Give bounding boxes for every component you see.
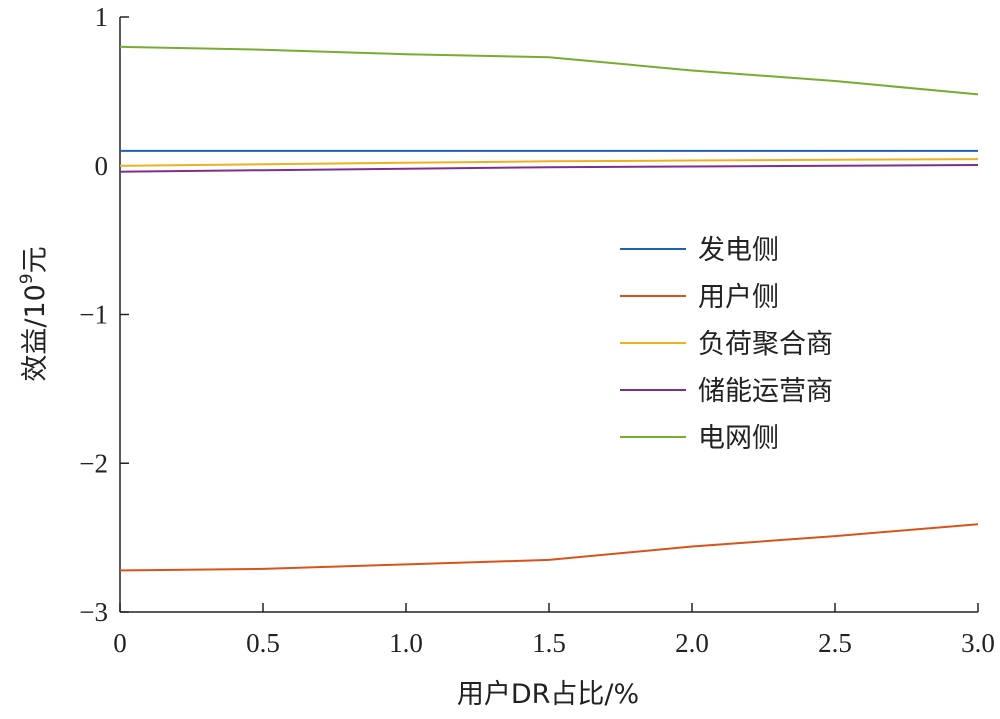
y-axis-ticks: 1 0 −1 −2 −3 [79, 2, 129, 627]
x-tick-label: 2.5 [818, 628, 852, 658]
x-tick-label: 0.5 [246, 628, 280, 658]
legend-item: 发电侧 [620, 235, 779, 266]
legend-label: 负荷聚合商 [698, 329, 833, 360]
y-axis-title-main: 效益/10 [20, 284, 51, 381]
y-axis-title-suffix: 元 [20, 246, 51, 273]
x-tick-label: 1.0 [389, 628, 423, 658]
series-line [119, 45, 979, 96]
x-axis-title: 用户DR占比/% [457, 679, 639, 710]
series-line [119, 158, 979, 167]
legend-item: 负荷聚合商 [620, 329, 833, 360]
x-tick-label: 1.5 [532, 628, 566, 658]
legend-item: 电网侧 [620, 423, 779, 454]
x-tick-label: 2.0 [675, 628, 709, 658]
x-tick-label: 3.0 [961, 628, 995, 658]
legend-label: 电网侧 [698, 423, 779, 454]
series-line [119, 523, 979, 572]
axes [119, 17, 978, 613]
legend-label: 用户侧 [698, 282, 779, 313]
legend-label: 发电侧 [698, 235, 779, 266]
legend-item: 用户侧 [620, 282, 779, 313]
legend-label: 储能运营商 [698, 376, 833, 407]
y-tick-label: −3 [79, 597, 108, 627]
series-lines [119, 45, 979, 572]
y-tick-label: 0 [95, 151, 109, 181]
x-axis-ticks: 0 0.5 1.0 1.5 2.0 2.5 3.0 [113, 603, 995, 658]
y-tick-label: 1 [95, 2, 109, 32]
y-tick-label: −2 [79, 448, 108, 478]
series-line [119, 164, 979, 173]
y-tick-label: −1 [79, 300, 108, 330]
legend-item: 储能运营商 [620, 376, 833, 407]
x-tick-label: 0 [113, 628, 127, 658]
y-axis-title: 效益/109元 [17, 246, 51, 381]
y-axis-title-superscript: 9 [17, 273, 37, 284]
